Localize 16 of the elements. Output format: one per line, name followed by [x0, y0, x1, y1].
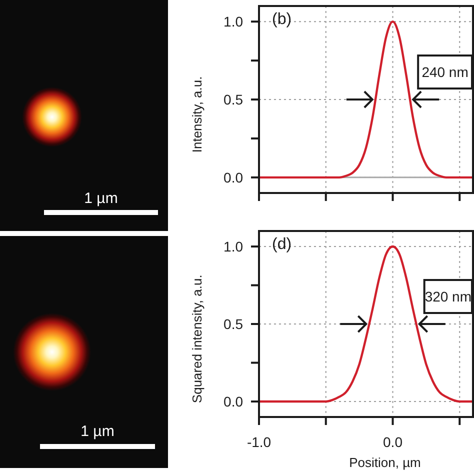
x-tick-label: -1.0	[246, 434, 272, 450]
y-axis-title: Squared intensity, a.u.	[189, 274, 204, 404]
y-tick-label: 0.5	[224, 316, 244, 332]
y-tick-label: 0.0	[224, 393, 244, 410]
x-axis-title: Position, µm	[349, 455, 421, 470]
text: 1 µm	[84, 190, 118, 207]
y-tick-label: 1.0	[224, 238, 244, 254]
y-tick-label: 0.5	[224, 91, 244, 108]
annotation: 240 nm	[422, 64, 468, 80]
annotation: 320 nm	[424, 288, 472, 304]
y-tick-label: 0.0	[224, 169, 244, 186]
y-axis-title: Intensity, a.u.	[189, 76, 204, 153]
annotation: (b)	[272, 11, 292, 28]
y-tick-label: 1.0	[224, 14, 244, 30]
text: 1 µm	[80, 423, 114, 440]
annotation: (d)	[272, 236, 292, 253]
